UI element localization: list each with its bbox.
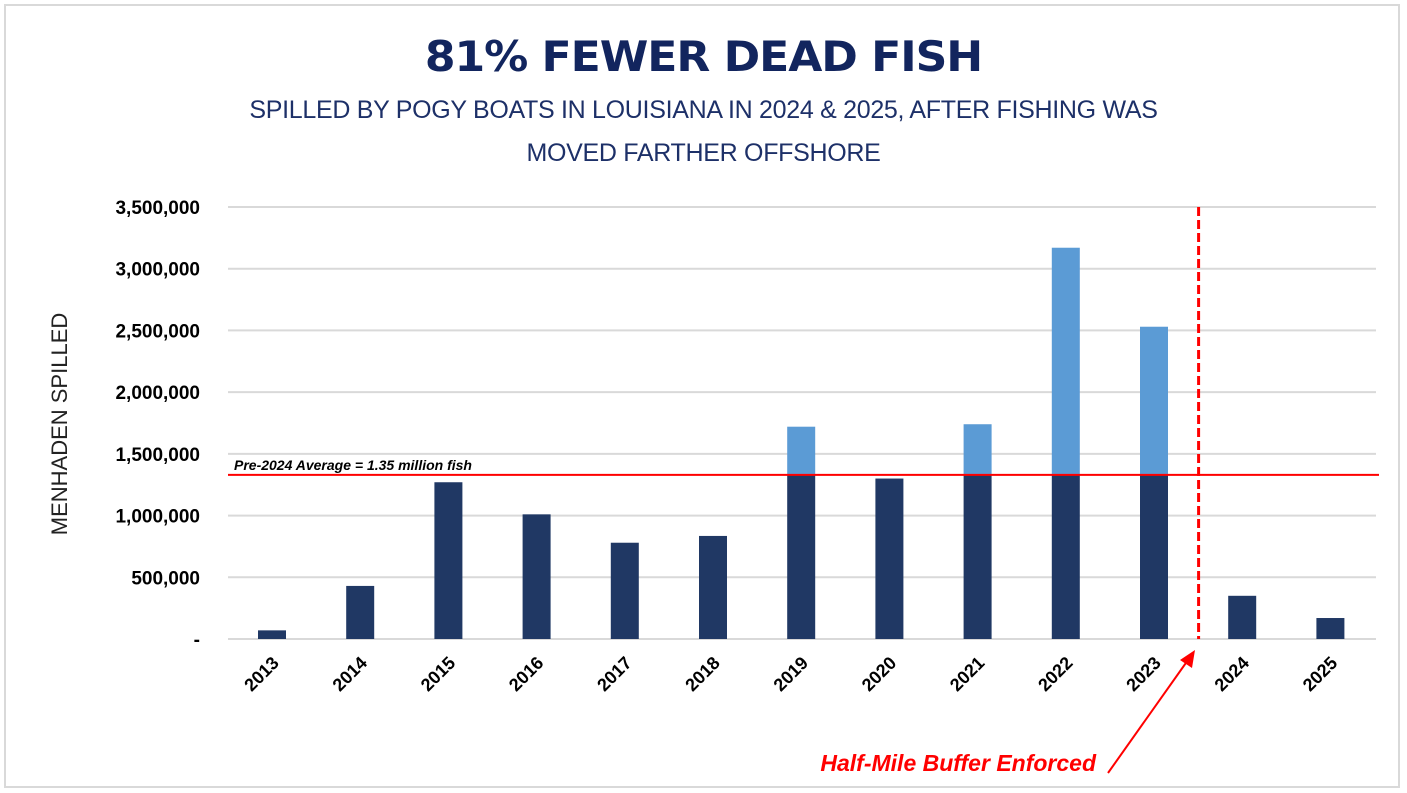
bar-2019-segment-0 [787,474,816,639]
bars [258,247,1345,639]
y-tick-label: 3,500,000 [115,198,200,219]
y-tick-label: 1,000,000 [115,507,200,528]
bar-2018-segment-0 [699,535,727,639]
x-tick-label: 2015 [417,653,459,695]
x-tick-label: 2023 [1122,653,1164,695]
chart-title: 81% FEWER DEAD FISH [424,32,983,81]
bar-2015-segment-0 [434,482,463,639]
bar-2025-segment-0 [1316,618,1345,639]
bar-2023-segment-1 [1140,326,1168,475]
y-tick-label: 3,000,000 [115,260,200,281]
x-tick-label: 2020 [858,653,900,695]
y-axis-ticks: - 500,000 1,000,000 1,500,000 2,000,000 2,500… [115,198,200,651]
bar-2021-segment-1 [963,424,992,475]
buffer-annotation: Half-Mile Buffer Enforced [820,750,1097,776]
bar-2023-segment-0 [1140,474,1168,639]
x-tick-label: 2017 [593,653,635,695]
bar-2017-segment-0 [610,542,639,639]
x-tick-label: 2022 [1034,653,1076,695]
x-tick-label: 2021 [946,653,988,695]
bar-2016-segment-0 [522,514,551,639]
bar-2021-segment-0 [963,474,992,639]
x-tick-label: 2024 [1211,653,1253,695]
y-tick-label: 2,500,000 [115,321,200,342]
x-tick-label: 2018 [681,653,723,695]
y-tick-label: 500,000 [131,568,200,589]
y-tick-label: - [194,630,200,651]
x-tick-label: 2016 [505,653,547,695]
chart-frame [4,4,1400,788]
average-reference-label: Pre-2024 Average = 1.35 million fish [234,457,472,473]
x-tick-label: 2025 [1299,653,1341,695]
bar-2022-segment-0 [1051,474,1080,639]
chart-subtitle-line-2: MOVED FARTHER OFFSHORE [526,139,881,167]
x-tick-label: 2014 [329,653,371,695]
bar-2019-segment-1 [787,426,816,475]
x-tick-label: 2013 [240,653,282,695]
x-axis-ticks: 2013 2014 2015 2016 2017 2018 2019 2020 2021 2022… [240,653,1341,695]
bar-2022-segment-1 [1051,247,1080,475]
bar-2020-segment-0 [875,478,904,639]
y-axis-label: MENHADEN SPILLED [47,313,72,536]
annotation-arrowhead-icon [1180,650,1195,668]
bar-2013-segment-0 [258,630,286,639]
bar-2024-segment-0 [1228,595,1257,639]
x-tick-label: 2019 [770,653,812,695]
bar-2014-segment-0 [346,585,375,639]
y-tick-label: 1,500,000 [115,445,200,466]
annotation-arrow [1107,659,1189,774]
chart-subtitle-line-1: SPILLED BY POGY BOATS IN LOUISIANA IN 20… [249,96,1158,124]
y-tick-label: 2,000,000 [115,383,200,404]
